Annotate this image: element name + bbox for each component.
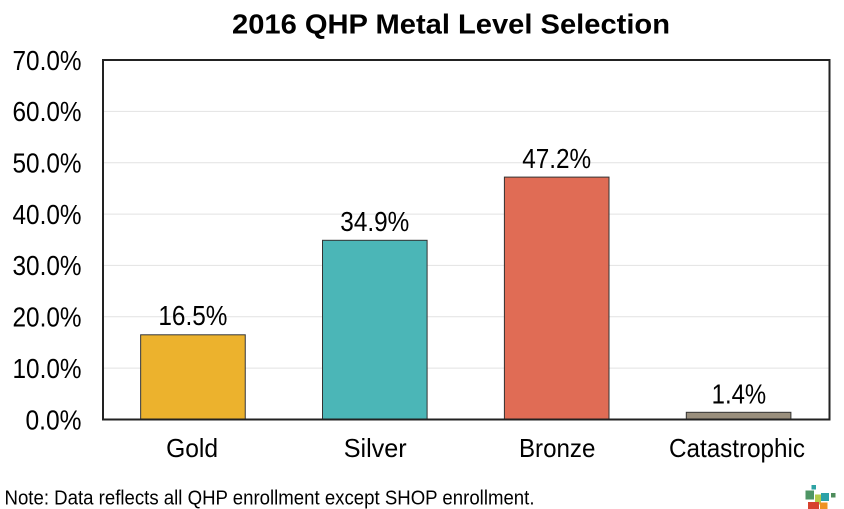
svg-text:47.2%: 47.2%: [522, 143, 591, 174]
svg-text:Catastrophic: Catastrophic: [669, 433, 805, 463]
svg-text:Silver: Silver: [344, 433, 407, 463]
svg-text:Gold: Gold: [166, 433, 218, 463]
svg-text:20.0%: 20.0%: [13, 302, 82, 333]
svg-text:30.0%: 30.0%: [13, 250, 82, 281]
svg-text:Note: Data reflects all QHP en: Note: Data reflects all QHP enrollment e…: [5, 487, 535, 509]
svg-text:10.0%: 10.0%: [13, 353, 82, 384]
svg-text:2016 QHP Metal Level Selection: 2016 QHP Metal Level Selection: [232, 7, 670, 39]
svg-text:1.4%: 1.4%: [712, 378, 767, 409]
svg-text:40.0%: 40.0%: [13, 199, 82, 230]
svg-text:Bronze: Bronze: [519, 433, 596, 463]
svg-text:50.0%: 50.0%: [13, 148, 82, 179]
svg-text:16.5%: 16.5%: [158, 300, 227, 331]
svg-text:0.0%: 0.0%: [26, 404, 82, 435]
svg-text:70.0%: 70.0%: [13, 45, 82, 76]
svg-text:34.9%: 34.9%: [340, 206, 409, 237]
svg-text:60.0%: 60.0%: [13, 96, 82, 127]
